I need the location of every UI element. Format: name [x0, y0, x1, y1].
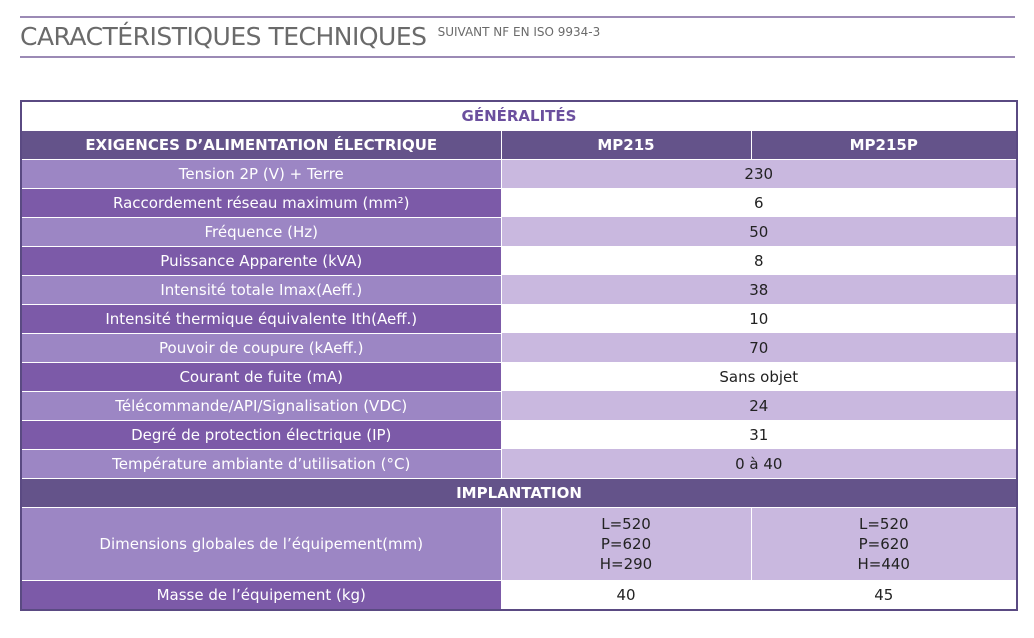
- row-value: 50: [500, 217, 1018, 247]
- row-value: 230: [500, 159, 1018, 189]
- table-row: Tension 2P (V) + Terre 230: [20, 159, 1018, 189]
- column-header-requirements: EXIGENCES D’ALIMENTATION ÉLECTRIQUE: [20, 130, 502, 160]
- row-value: Sans objet: [500, 362, 1018, 392]
- table-row: Degré de protection électrique (IP) 31: [20, 420, 1018, 450]
- dimensions-mp215p: L=520 P=620 H=440: [750, 507, 1018, 581]
- row-label: Intensité thermique équivalente Ith(Aeff…: [20, 304, 502, 334]
- table-row: Température ambiante d’utilisation (°C) 0…: [20, 449, 1018, 479]
- dimensions-mp215: L=520 P=620 H=290: [500, 507, 752, 581]
- page-subtitle: SUIVANT NF EN ISO 9934-3: [437, 25, 601, 39]
- column-header-mp215p: MP215P: [750, 130, 1018, 160]
- row-value: 0 à 40: [500, 449, 1018, 479]
- row-label: Degré de protection électrique (IP): [20, 420, 502, 450]
- dimension-height: H=290: [599, 555, 653, 573]
- section-header-general: GÉNÉRALITÉS: [20, 100, 1018, 131]
- mass-mp215: 40: [500, 580, 752, 611]
- row-label: Courant de fuite (mA): [20, 362, 502, 392]
- technical-specs-table: GÉNÉRALITÉS EXIGENCES D’ALIMENTATION ÉLE…: [20, 100, 1018, 611]
- table-row: Intensité thermique équivalente Ith(Aeff…: [20, 304, 1018, 334]
- dimension-depth: P=620: [600, 535, 652, 553]
- table-row: Courant de fuite (mA) Sans objet: [20, 362, 1018, 392]
- row-label: Télécommande/API/Signalisation (VDC): [20, 391, 502, 421]
- row-value: 70: [500, 333, 1018, 363]
- row-label: Intensité totale Imax(Aeff.): [20, 275, 502, 305]
- row-value: 8: [500, 246, 1018, 276]
- table-row: Puissance Apparente (kVA) 8: [20, 246, 1018, 276]
- column-header-mp215: MP215: [500, 130, 752, 160]
- column-header-row: EXIGENCES D’ALIMENTATION ÉLECTRIQUE MP21…: [20, 130, 1018, 160]
- row-label: Température ambiante d’utilisation (°C): [20, 449, 502, 479]
- row-label: Pouvoir de coupure (kAeff.): [20, 333, 502, 363]
- row-value: 10: [500, 304, 1018, 334]
- title-underline: [20, 56, 1015, 58]
- dimension-depth: P=620: [858, 535, 909, 553]
- table-row: Télécommande/API/Signalisation (VDC) 24: [20, 391, 1018, 421]
- dimension-length: L=520: [601, 515, 651, 533]
- table-row: Raccordement réseau maximum (mm²) 6: [20, 188, 1018, 218]
- row-label-mass: Masse de l’équipement (kg): [20, 580, 502, 611]
- page-title: CARACTÉRISTIQUES TECHNIQUES: [20, 22, 427, 51]
- dimension-height: H=440: [857, 555, 910, 573]
- row-label: Raccordement réseau maximum (mm²): [20, 188, 502, 218]
- section-title-implantation: IMPLANTATION: [20, 478, 1018, 508]
- mass-mp215p: 45: [750, 580, 1018, 611]
- row-value: 38: [500, 275, 1018, 305]
- table-row: Intensité totale Imax(Aeff.) 38: [20, 275, 1018, 305]
- row-label: Fréquence (Hz): [20, 217, 502, 247]
- row-value: 6: [500, 188, 1018, 218]
- table-row-dimensions: Dimensions globales de l’équipement(mm) …: [20, 507, 1018, 581]
- row-label: Tension 2P (V) + Terre: [20, 159, 502, 189]
- table-row: Fréquence (Hz) 50: [20, 217, 1018, 247]
- table-row: Pouvoir de coupure (kAeff.) 70: [20, 333, 1018, 363]
- row-value: 24: [500, 391, 1018, 421]
- row-label: Puissance Apparente (kVA): [20, 246, 502, 276]
- row-value: 31: [500, 420, 1018, 450]
- top-rule: [20, 16, 1015, 18]
- spec-rows: Tension 2P (V) + Terre 230 Raccordement ré…: [20, 159, 1018, 479]
- page-header: CARACTÉRISTIQUES TECHNIQUES SUIVANT NF E…: [20, 20, 600, 54]
- section-header-implantation: IMPLANTATION: [20, 478, 1018, 508]
- dimension-length: L=520: [858, 515, 909, 533]
- section-title-general: GÉNÉRALITÉS: [20, 100, 1018, 131]
- row-label-dimensions: Dimensions globales de l’équipement(mm): [20, 507, 502, 581]
- table-row-mass: Masse de l’équipement (kg) 40 45: [20, 580, 1018, 611]
